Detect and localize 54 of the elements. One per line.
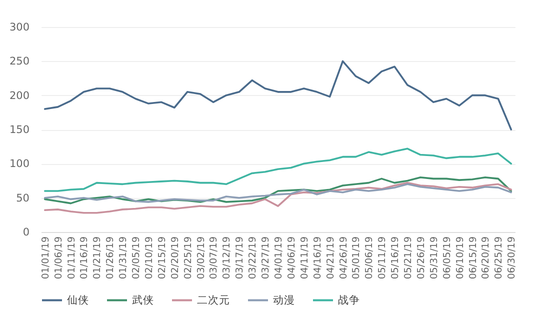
y-tick-label: 200 <box>9 90 30 102</box>
x-tick-label: 02/20/19 <box>170 236 181 280</box>
line-series <box>44 182 512 214</box>
x-tick-label: 01/06/19 <box>53 236 64 280</box>
x-tick-label: 03/02/19 <box>196 236 207 280</box>
x-tick-label: 04/21/19 <box>325 236 336 280</box>
legend-label: 二次元 <box>197 294 230 306</box>
y-tick-label: 0 <box>22 226 30 238</box>
y-tick-label: 150 <box>9 124 30 136</box>
line-series <box>44 176 512 204</box>
line-series <box>44 183 512 203</box>
legend-label: 动漫 <box>273 294 295 306</box>
x-tick-label: 05/06/19 <box>364 236 376 280</box>
x-tick-label: 03/17/19 <box>234 236 246 280</box>
y-tick-label: 100 <box>9 158 30 170</box>
y-tick-label: 300 <box>9 22 30 34</box>
legend-label: 仙侠 <box>67 294 89 306</box>
x-tick-label: 04/01/19 <box>274 236 284 280</box>
y-tick-label: 50 <box>16 192 30 204</box>
x-tick-label: 05/21/19 <box>403 236 414 280</box>
x-tick-label: 04/11/19 <box>299 236 310 280</box>
x-tick-label: 06/05/19 <box>442 236 453 280</box>
x-tick-label: 01/16/19 <box>79 236 90 280</box>
x-tick-label: 01/21/19 <box>92 236 104 280</box>
x-tick-label: 03/22/19 <box>248 236 259 280</box>
x-tick-label: 01/26/19 <box>105 236 116 280</box>
x-tick-label: 06/20/19 <box>480 236 492 280</box>
x-tick-label: 02/10/19 <box>144 236 155 280</box>
x-tick-label: 04/06/19 <box>286 236 298 280</box>
x-tick-label: 05/01/19 <box>351 236 362 280</box>
line-series <box>44 148 512 192</box>
x-tick-label: 06/25/19 <box>494 236 505 280</box>
x-tick-label: 05/16/19 <box>390 236 402 280</box>
x-tick-label: 03/27/19 <box>260 236 272 280</box>
x-tick-label: 01/01/19 <box>40 236 52 280</box>
x-tick-label: 01/31/19 <box>118 236 130 280</box>
x-tick-label: 02/05/19 <box>131 236 142 280</box>
x-tick-label: 03/12/19 <box>222 236 233 280</box>
line-series <box>44 60 512 130</box>
legend-label: 战争 <box>338 294 360 306</box>
x-tick-label: 05/26/19 <box>416 236 427 280</box>
x-tick-label: 03/07/19 <box>208 236 220 280</box>
x-tick-label: 01/11/19 <box>66 236 78 280</box>
y-tick-label: 250 <box>9 56 30 68</box>
x-tick-label: 02/25/19 <box>182 236 194 280</box>
x-tick-label: 05/31/19 <box>428 236 440 280</box>
x-tick-label: 04/16/19 <box>312 236 324 280</box>
legend-label: 武侠 <box>132 293 154 306</box>
x-tick-label: 04/26/19 <box>338 236 350 280</box>
x-tick-label: 02/15/19 <box>156 236 168 280</box>
x-tick-label: 06/30/19 <box>506 236 518 280</box>
x-tick-label: 06/10/19 <box>454 236 466 280</box>
x-tick-label: 06/15/19 <box>468 236 479 280</box>
x-tick-label: 05/11/19 <box>377 236 388 280</box>
